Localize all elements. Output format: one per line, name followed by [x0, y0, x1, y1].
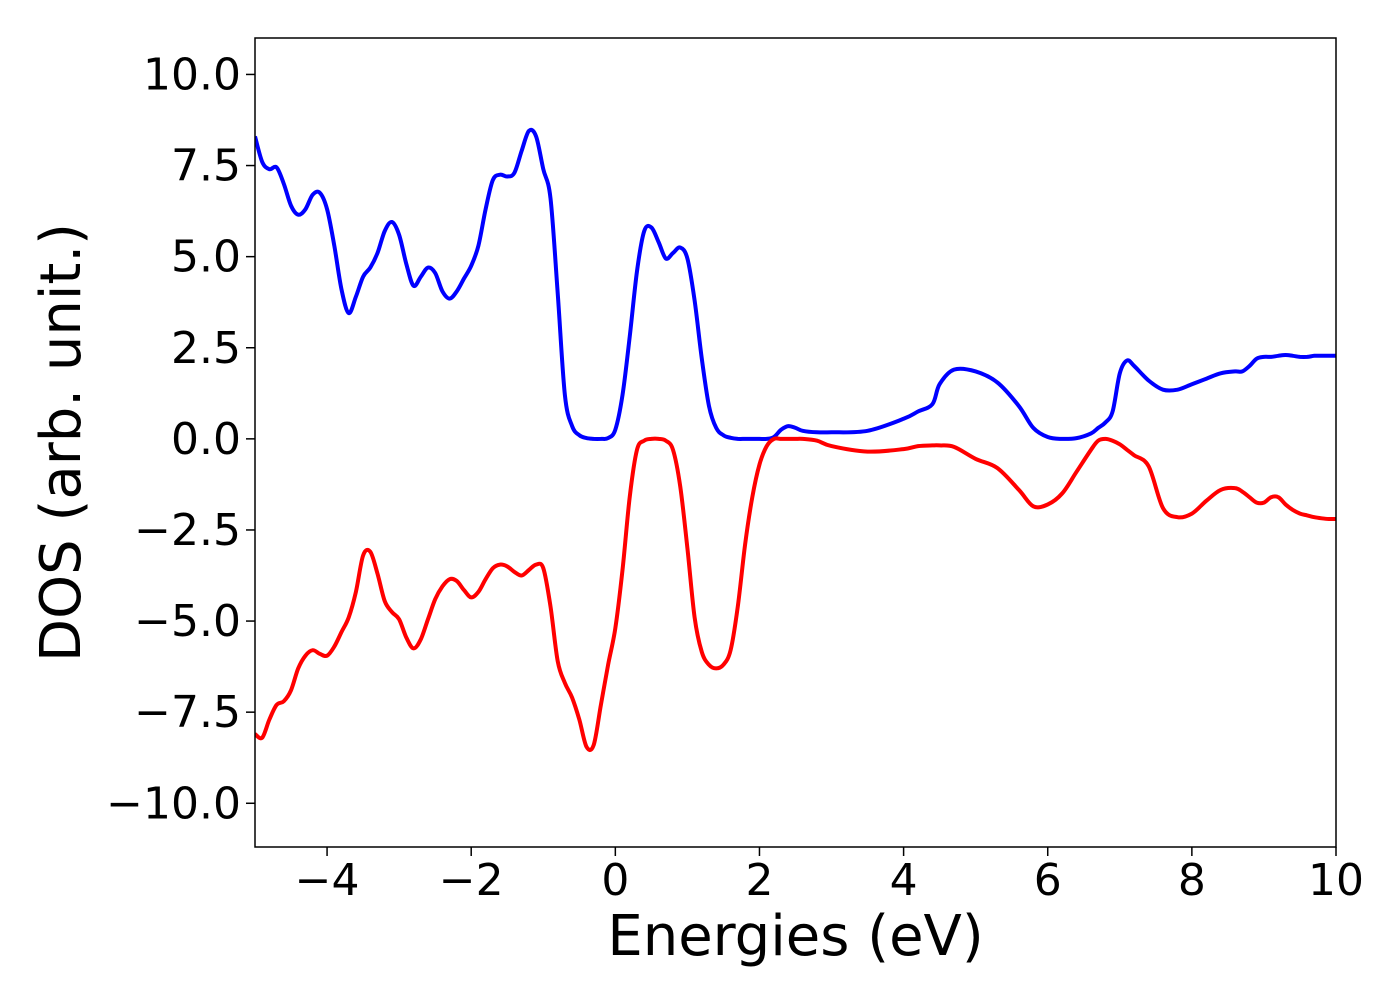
y-tick-label: −2.5	[134, 505, 241, 556]
y-tick-label: 7.5	[171, 141, 241, 192]
y-tick-label: −7.5	[134, 687, 241, 738]
x-tick-label: 6	[1034, 855, 1062, 906]
x-tick-label: 8	[1178, 855, 1206, 906]
x-axis-label: Energies (eV)	[607, 904, 983, 969]
series-line-2	[255, 436, 1336, 753]
plot-frame	[254, 37, 1337, 848]
y-axis: 10.0 7.5 5.0 2.5 0.0 −2.5 −5.0 −7.5 −10.0	[106, 49, 255, 829]
x-tick-label: 0	[601, 855, 629, 906]
y-tick-label: 5.0	[171, 232, 241, 283]
x-tick-label: 4	[890, 855, 918, 906]
y-tick-label: −5.0	[134, 596, 241, 647]
series-layer	[255, 127, 1336, 753]
y-tick-label: 2.5	[171, 323, 241, 374]
y-axis-label: DOS (arb. unit.)	[29, 223, 94, 662]
y-tick-label: −10.0	[106, 778, 241, 829]
x-tick-label: −2	[439, 855, 504, 906]
y-tick-label: 0.0	[171, 414, 241, 465]
x-tick-label: 10	[1308, 855, 1364, 906]
x-tick-label: −4	[295, 855, 360, 906]
x-axis: −4 −2 0 2 4 6 8 10	[295, 847, 1364, 906]
x-tick-label: 2	[745, 855, 773, 906]
y-tick-label: 10.0	[143, 49, 241, 100]
series-line-1	[255, 127, 1336, 442]
